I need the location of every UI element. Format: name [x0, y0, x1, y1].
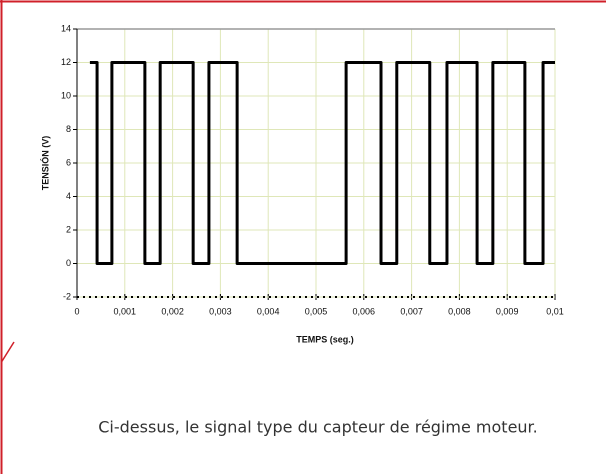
y-tick-label: 14: [61, 23, 71, 33]
x-tick-label: 0: [74, 306, 79, 316]
y-tick-label: 12: [61, 57, 71, 67]
x-tick-label: 0,002: [161, 306, 184, 316]
signal-line: [89, 61, 555, 265]
x-tick-label: 0,003: [209, 306, 232, 316]
x-tick-label: 0,005: [305, 306, 328, 316]
y-tick-label: 10: [61, 90, 71, 100]
y-tick-label: 4: [66, 191, 71, 201]
x-axis-label: TEMPS (seg.): [296, 334, 354, 344]
x-tick-label: 0,006: [353, 306, 376, 316]
caption: Ci-dessus, le signal type du capteur de …: [98, 418, 538, 437]
x-tick-label: 0,001: [114, 306, 137, 316]
y-tick-label: 2: [66, 224, 71, 234]
x-tick-label: 0,009: [496, 306, 519, 316]
frame-notch: [0, 341, 15, 363]
y-axis-label: TENSIÓN (V): [39, 136, 50, 191]
y-tick-label: -2: [63, 291, 71, 301]
y-tick-label: 8: [66, 124, 71, 134]
x-tick-label: 0,007: [400, 306, 423, 316]
y-tick-label: 6: [66, 157, 71, 167]
x-tick-label: 0,008: [448, 306, 471, 316]
y-tick-label: 0: [66, 258, 71, 268]
x-tick-label: 0,004: [257, 306, 280, 316]
x-tick-label: 0,01: [546, 306, 564, 316]
